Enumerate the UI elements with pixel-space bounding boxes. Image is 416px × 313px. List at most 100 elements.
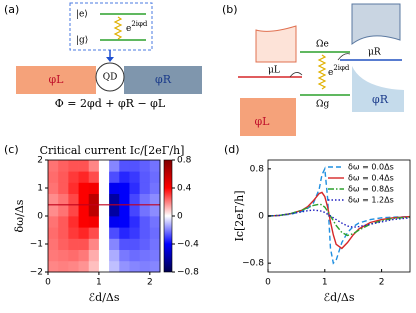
lead-label: φL <box>254 115 270 128</box>
heat-cell <box>88 260 100 273</box>
band-left-lower <box>240 98 296 136</box>
level-label: Ωg <box>316 100 329 110</box>
heat-cell <box>88 160 100 172</box>
heat-cell <box>109 238 120 250</box>
heat-cell <box>48 249 59 262</box>
x-axis-label: ℰd/Δs <box>324 291 355 304</box>
legend-label: δω = 0.4Δs <box>348 174 394 183</box>
heat-cell <box>48 193 59 206</box>
heat-cell <box>98 216 110 228</box>
phase-relation: Φ = 2φd + φR − φL <box>55 97 166 110</box>
heat-cell <box>48 204 59 217</box>
heat-cell <box>139 193 151 206</box>
heat-cell <box>58 160 69 172</box>
x-tick-label: 2 <box>379 278 385 288</box>
heat-cell <box>68 182 79 194</box>
heat-cell <box>119 238 130 250</box>
colorbar-tick-label: 0.8 <box>177 156 192 166</box>
y-tick-label: −2 <box>30 268 43 278</box>
colorbar-tick-label: −0.4 <box>177 240 199 250</box>
heat-cell <box>129 260 141 273</box>
y-axis-label: δω/Δs <box>13 199 26 232</box>
heat-cell <box>129 193 141 206</box>
atom-box <box>69 2 153 51</box>
heat-cell <box>149 249 161 262</box>
heat-cell <box>119 216 130 228</box>
heat-cell <box>149 260 161 273</box>
y-tick-label: 1 <box>37 184 43 194</box>
heat-cell <box>109 193 120 206</box>
y-tick-label: −0.8 <box>242 259 264 269</box>
coupling-label: e2iφd <box>328 64 350 78</box>
heat-cell <box>98 204 110 217</box>
heat-cell <box>139 160 151 172</box>
heat-cell <box>58 204 69 217</box>
coupling-base: e <box>328 68 333 78</box>
heat-cell <box>98 249 110 262</box>
x-tick-label: 0 <box>45 278 51 288</box>
state-label: |g⟩ <box>76 36 88 46</box>
heat-cell <box>68 238 79 250</box>
x-tick-label: 1 <box>96 278 102 288</box>
heat-cell <box>78 204 90 217</box>
quantum-dot <box>95 62 125 92</box>
heat-cell <box>48 260 59 273</box>
x-tick-label: 1 <box>322 278 328 288</box>
heat-cell <box>48 238 59 250</box>
heat-cell <box>78 216 90 228</box>
heat-cell <box>149 216 161 228</box>
heat-cell <box>149 193 161 206</box>
heat-cell <box>58 238 69 250</box>
panel-label: (d) <box>224 143 240 156</box>
colorbar-tick-label: −0.8 <box>177 268 199 278</box>
heat-cell <box>109 249 120 262</box>
y-axis-label: Ic[2eΓ/h] <box>233 190 246 241</box>
x-tick-label: 0 <box>265 278 271 288</box>
heat-cell <box>68 227 79 239</box>
heat-cell <box>88 227 100 239</box>
heat-cell <box>139 216 151 228</box>
heat-cell <box>129 160 141 172</box>
band-right-lower <box>352 66 404 112</box>
heat-cell <box>139 238 151 250</box>
heat-cell <box>48 160 59 172</box>
heat-cell <box>119 160 130 172</box>
heat-cell <box>139 204 151 217</box>
diagram-a: |e⟩ |g⟩ e2iφd QD φL φR Φ = 2φd + φR − φL <box>16 2 202 110</box>
heat-cell <box>149 160 161 172</box>
heat-cell <box>78 249 90 262</box>
dot-label: QD <box>103 73 118 83</box>
heat-cell <box>68 204 79 217</box>
heat-cell <box>58 182 69 194</box>
y-tick-label: 0 <box>258 212 264 222</box>
colorbar <box>163 159 173 273</box>
coupling-label: e2iφd <box>126 20 148 34</box>
heat-cell <box>88 204 100 217</box>
heat-cell <box>139 260 151 273</box>
heat-cell <box>48 227 59 239</box>
heat-cell <box>68 193 79 206</box>
coupling-wave <box>113 16 123 40</box>
legend-label: δω = 0.0Δs <box>348 163 394 172</box>
lead-right <box>124 66 202 94</box>
heat-cell <box>68 216 79 228</box>
chart-title: Critical current Ic/[2eΓ/h] <box>40 144 185 157</box>
coupling-wave <box>317 54 327 90</box>
y-tick-label: 0.8 <box>250 164 265 174</box>
colorbar-tick-label: 0 <box>177 212 183 222</box>
heat-cell <box>119 260 130 273</box>
heat-cell <box>129 171 141 183</box>
heat-cell <box>88 171 100 183</box>
heat-cell <box>68 160 79 172</box>
heat-cell <box>129 238 141 250</box>
heat-cell <box>58 260 69 273</box>
heat-cell <box>98 182 110 194</box>
heat-cell <box>109 260 120 273</box>
heat-cell <box>58 249 69 262</box>
heat-cell <box>68 249 79 262</box>
heat-cell <box>109 171 120 183</box>
heat-cell <box>109 182 120 194</box>
heat-cell <box>109 227 120 239</box>
lead-left <box>16 66 96 94</box>
